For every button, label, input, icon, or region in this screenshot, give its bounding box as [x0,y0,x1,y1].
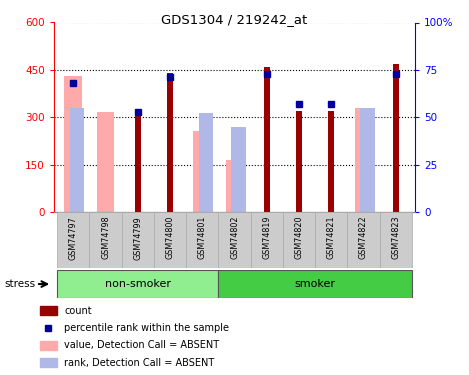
Text: GSM74800: GSM74800 [166,216,174,259]
Bar [193,131,211,212]
Text: non-smoker: non-smoker [105,279,171,289]
Text: GSM74798: GSM74798 [101,216,110,260]
Text: GSM74801: GSM74801 [198,216,207,259]
Bar [39,306,57,315]
Bar [64,76,82,212]
Text: GSM74822: GSM74822 [359,216,368,260]
Bar [264,67,270,212]
Bar [355,108,372,212]
Bar [348,212,379,268]
Bar [219,212,250,268]
Text: GSM74819: GSM74819 [262,216,271,260]
Text: GSM74797: GSM74797 [69,216,78,260]
Text: value, Detection Call = ABSENT: value, Detection Call = ABSENT [64,340,219,350]
Bar [39,341,57,350]
Bar [199,113,213,212]
Bar [360,108,375,212]
Bar [39,358,57,367]
Bar [57,212,90,268]
Text: GSM74821: GSM74821 [327,216,336,260]
Bar [315,212,348,268]
Bar [135,116,141,212]
Bar [186,212,219,268]
Bar [379,212,412,268]
Text: rank, Detection Call = ABSENT: rank, Detection Call = ABSENT [64,358,215,368]
Bar [226,160,243,212]
Bar [154,212,186,268]
Text: stress: stress [5,279,36,289]
Text: count: count [64,306,92,315]
Text: GSM74802: GSM74802 [230,216,239,260]
Bar [393,63,399,212]
Bar [167,73,173,212]
Bar [283,212,315,268]
Bar [328,111,334,212]
Text: GSM74799: GSM74799 [133,216,142,260]
Text: GDS1304 / 219242_at: GDS1304 / 219242_at [161,13,308,26]
Bar [219,270,412,298]
Bar [97,112,114,212]
Bar [250,212,283,268]
Bar [121,212,154,268]
Bar [70,108,84,212]
Bar [296,111,302,212]
Text: GSM74820: GSM74820 [295,216,303,260]
Bar [57,270,219,298]
Text: smoker: smoker [295,279,336,289]
Bar [90,212,121,268]
Text: percentile rank within the sample: percentile rank within the sample [64,323,229,333]
Text: GSM74823: GSM74823 [391,216,400,260]
Bar [231,127,246,212]
